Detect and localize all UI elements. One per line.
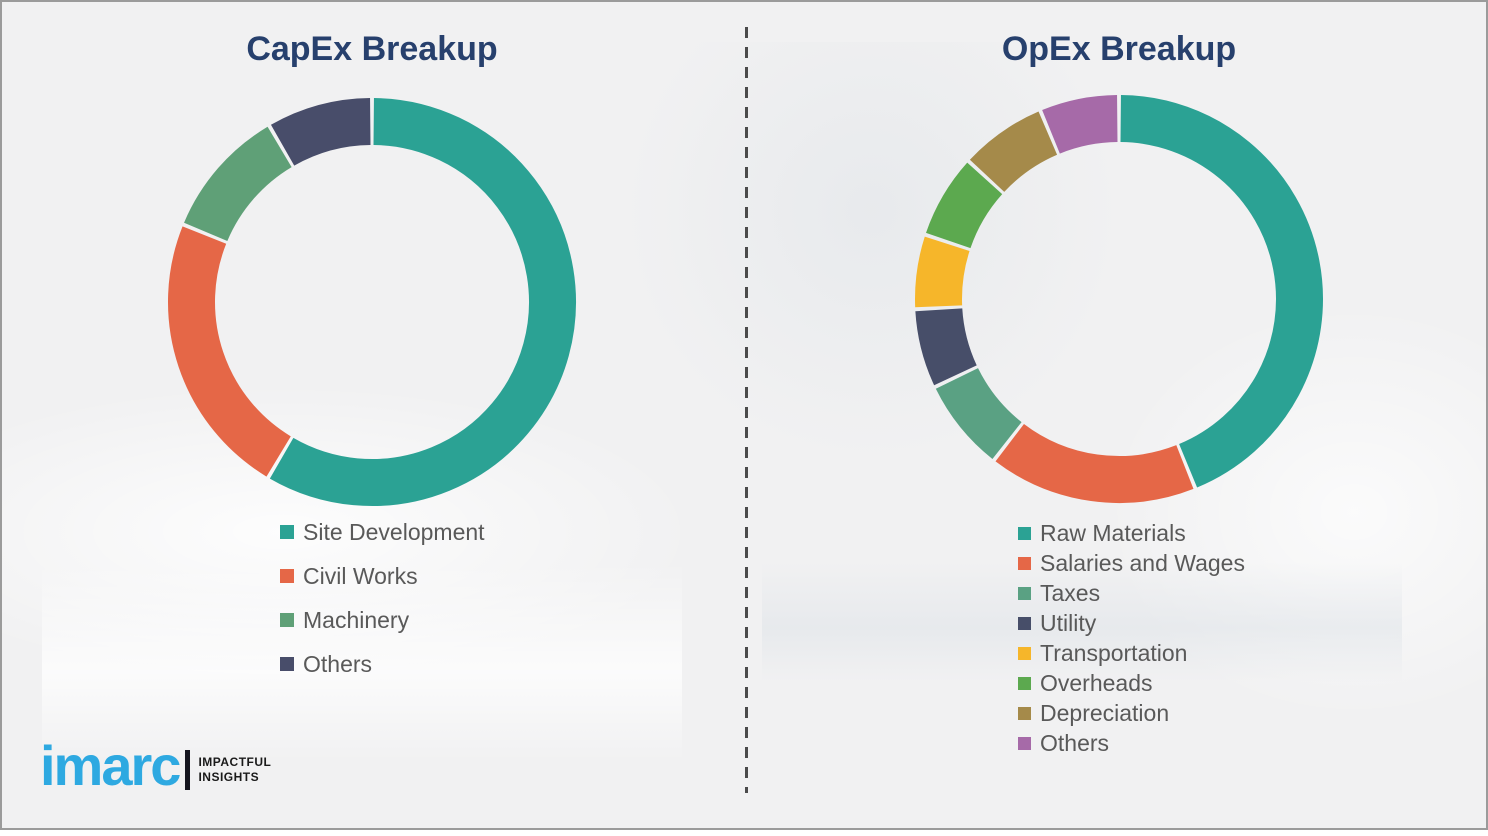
donut-segment-machinery <box>184 126 293 242</box>
donut-segment-overheads <box>926 162 1003 249</box>
imarc-logo-divider-bar <box>185 750 191 790</box>
capex-donut-chart <box>168 98 576 506</box>
opex-chart-title: OpEx Breakup <box>1001 30 1237 68</box>
legend-label-transportation: Transportation <box>1040 639 1188 666</box>
legend-label-taxes: Taxes <box>1040 579 1101 606</box>
legend-item-machinery: Machinery <box>280 598 485 642</box>
legend-label-machinery: Machinery <box>303 606 410 633</box>
imarc-logo-wordmark: imarc <box>40 734 181 797</box>
legend-swatch-others <box>1018 736 1031 750</box>
opex-donut-chart <box>915 95 1323 503</box>
legend-swatch-overheads <box>1018 676 1031 690</box>
legend-item-depreciation: Depreciation <box>1018 698 1245 728</box>
dashed-divider <box>745 27 748 793</box>
legend-item-salaries-and-wages: Salaries and Wages <box>1018 548 1245 578</box>
legend-item-others: Others <box>280 642 485 686</box>
donut-segment-others <box>270 98 372 166</box>
donut-segment-transportation <box>915 236 970 308</box>
legend-item-utility: Utility <box>1018 608 1245 638</box>
legend-swatch-others <box>280 657 294 671</box>
legend-item-overheads: Overheads <box>1018 668 1245 698</box>
capex-chart-title: CapEx Breakup <box>246 30 498 68</box>
legend-label-raw-materials: Raw Materials <box>1040 519 1186 546</box>
legend-item-site-development: Site Development <box>280 510 485 554</box>
legend-swatch-transportation <box>1018 646 1031 660</box>
legend-label-utility: Utility <box>1040 609 1097 636</box>
legend-swatch-utility <box>1018 616 1031 630</box>
opex-legend: Raw Materials Salaries and Wages Taxes Util… <box>1018 518 1245 758</box>
legend-label-overheads: Overheads <box>1040 669 1153 696</box>
imarc-tagline-line2: INSIGHTS <box>198 770 260 784</box>
capex-legend: Site Development Civil Works Machinery Othe… <box>280 510 485 686</box>
legend-swatch-machinery <box>280 613 294 627</box>
legend-label-site-development: Site Development <box>303 518 485 545</box>
donut-segment-raw-materials <box>1120 95 1323 488</box>
legend-swatch-raw-materials <box>1018 526 1031 540</box>
legend-swatch-taxes <box>1018 586 1031 600</box>
donut-segment-civil-works <box>168 226 292 477</box>
donut-segment-others <box>1042 95 1119 154</box>
legend-label-civil-works: Civil Works <box>303 562 418 589</box>
legend-label-depreciation: Depreciation <box>1040 699 1170 726</box>
legend-swatch-salaries-and-wages <box>1018 556 1031 570</box>
legend-label-others: Others <box>1040 729 1110 756</box>
legend-label-others: Others <box>303 650 373 677</box>
donut-segment-site-development <box>269 98 576 506</box>
legend-swatch-site-development <box>280 525 294 539</box>
donut-segment-depreciation <box>969 111 1058 193</box>
donut-segment-salaries-and-wages <box>995 423 1194 503</box>
donut-segment-utility <box>915 307 977 386</box>
legend-swatch-civil-works <box>280 569 294 583</box>
donut-segment-taxes <box>935 367 1023 459</box>
imarc-tagline-line1: IMPACTFUL <box>198 755 272 769</box>
legend-item-civil-works: Civil Works <box>280 554 485 598</box>
legend-label-salaries-and-wages: Salaries and Wages <box>1040 549 1245 576</box>
legend-item-transportation: Transportation <box>1018 638 1245 668</box>
imarc-logo-tagline: IMPACTFUL INSIGHTS <box>198 755 271 785</box>
legend-item-others: Others <box>1018 728 1245 758</box>
legend-swatch-depreciation <box>1018 706 1031 720</box>
imarc-logo: imarc IMPACTFUL INSIGHTS <box>40 738 271 794</box>
legend-item-taxes: Taxes <box>1018 578 1245 608</box>
legend-item-raw-materials: Raw Materials <box>1018 518 1245 548</box>
